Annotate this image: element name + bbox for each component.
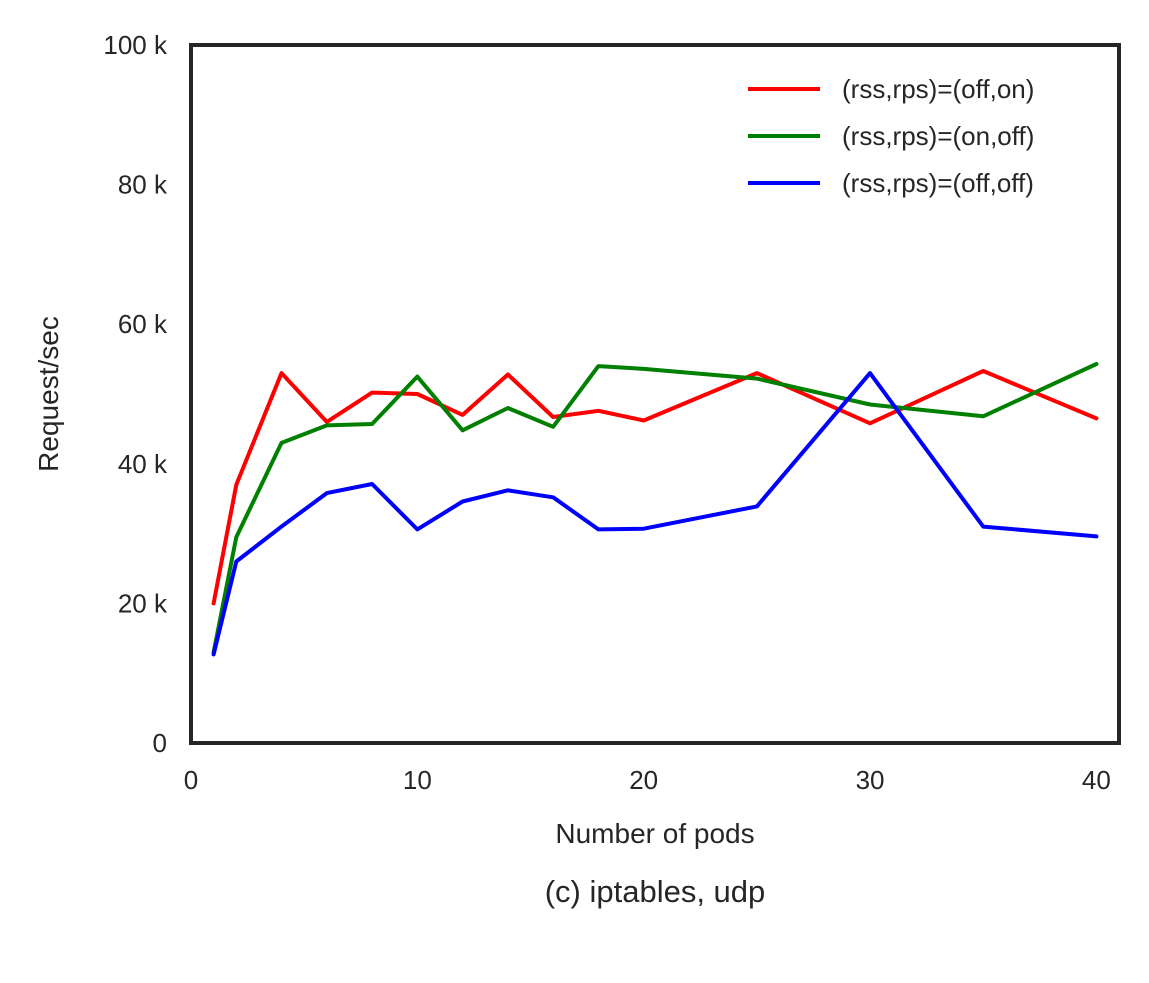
y-tick-label: 20 k (118, 588, 168, 618)
y-tick-label: 40 k (118, 449, 168, 479)
y-tick-label: 100 k (103, 30, 168, 60)
legend-label: (rss,rps)=(off,on) (842, 74, 1034, 104)
series-line-1 (211, 369, 1099, 606)
plot-frame (189, 43, 1121, 745)
legend-label: (rss,rps)=(on,off) (842, 121, 1034, 151)
series-line-2 (211, 362, 1099, 655)
legend: (rss,rps)=(off,on) (rss,rps)=(on,off) (rss… (748, 74, 1034, 198)
x-tick-label: 20 (629, 765, 658, 795)
chart-caption: (c) iptables, udp (545, 874, 766, 909)
x-axis-ticks: 0 10 20 30 40 (184, 765, 1111, 795)
series-lines (211, 362, 1099, 657)
legend-label: (rss,rps)=(off,off) (842, 168, 1034, 198)
x-tick-label: 0 (184, 765, 198, 795)
y-axis-label: Request/sec (33, 316, 64, 472)
x-tick-label: 40 (1082, 765, 1111, 795)
y-axis-ticks: 0 20 k 40 k 60 k 80 k 100 k (103, 30, 168, 758)
y-tick-label: 80 k (118, 170, 168, 200)
y-tick-label: 0 (153, 728, 167, 758)
x-tick-label: 30 (856, 765, 885, 795)
y-tick-label: 60 k (118, 309, 168, 339)
x-axis-label: Number of pods (555, 818, 754, 849)
series-line-3 (211, 371, 1099, 657)
x-tick-label: 10 (403, 765, 432, 795)
